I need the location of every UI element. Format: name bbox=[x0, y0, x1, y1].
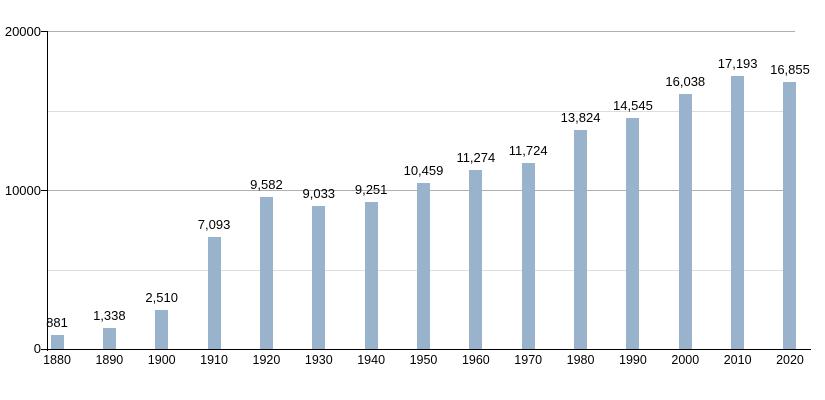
bar bbox=[416, 183, 430, 350]
bar-value-label: 11,724 bbox=[508, 143, 548, 159]
bar bbox=[521, 163, 535, 350]
bar bbox=[731, 76, 745, 350]
bar-value-label: 7,093 bbox=[197, 216, 231, 232]
bar-value-label: 881 bbox=[46, 315, 68, 331]
x-axis-tick-label: 2020 bbox=[776, 353, 804, 367]
bar bbox=[678, 94, 692, 350]
bar bbox=[50, 335, 64, 350]
bar-value-label: 13,824 bbox=[560, 109, 601, 125]
y-axis-tick-label: 20000 bbox=[4, 23, 41, 39]
x-axis-tick-label: 1980 bbox=[566, 353, 595, 367]
y-axis-tick bbox=[41, 348, 47, 351]
x-axis-tick-label: 1960 bbox=[461, 353, 490, 367]
x-axis-tick-label: 2010 bbox=[723, 353, 752, 367]
bar-value-label: 1,338 bbox=[93, 308, 126, 324]
bar-value-label: 2,510 bbox=[145, 289, 178, 305]
x-axis-tick-label: 1940 bbox=[357, 353, 386, 367]
bar-value-label: 14,545 bbox=[613, 98, 653, 114]
bar bbox=[259, 197, 273, 350]
bar bbox=[312, 205, 326, 350]
x-axis-tick-label: 1970 bbox=[514, 353, 543, 367]
bar-value-label: 17,193 bbox=[717, 56, 758, 72]
bar-value-label: 9,582 bbox=[250, 177, 283, 193]
bar bbox=[155, 309, 169, 350]
x-axis-tick-label: 1910 bbox=[200, 353, 228, 367]
x-axis-tick-label: 1930 bbox=[304, 353, 333, 367]
x-axis-tick-label: 2000 bbox=[671, 353, 700, 367]
bar bbox=[574, 129, 588, 350]
minor-gridline bbox=[48, 110, 795, 112]
x-axis-line bbox=[42, 348, 811, 351]
y-axis-tick bbox=[41, 30, 47, 33]
bar bbox=[207, 236, 221, 350]
major-gridline bbox=[48, 31, 795, 32]
y-axis-tick bbox=[41, 189, 47, 192]
bar bbox=[102, 328, 116, 350]
bar bbox=[364, 202, 378, 350]
bar bbox=[783, 81, 797, 350]
bar bbox=[469, 170, 483, 350]
y-axis-tick-label: 0 bbox=[33, 341, 41, 356]
bar-value-label: 16,038 bbox=[665, 74, 706, 90]
bar-value-label: 10,459 bbox=[403, 163, 444, 179]
y-axis-line bbox=[46, 31, 48, 351]
bar bbox=[626, 118, 640, 350]
x-axis-tick-label: 1880 bbox=[43, 353, 71, 367]
bar-value-label: 11,274 bbox=[456, 150, 496, 166]
bar-value-label: 9,251 bbox=[354, 182, 388, 198]
y-axis-tick-label: 10000 bbox=[4, 182, 41, 198]
x-axis-tick-label: 1890 bbox=[95, 353, 124, 367]
bar-value-label: 9,033 bbox=[302, 185, 336, 201]
x-axis-tick-label: 1920 bbox=[252, 353, 281, 367]
bar-value-label: 16,855 bbox=[770, 61, 810, 77]
x-axis-tick-label: 1950 bbox=[409, 353, 438, 367]
x-axis-tick-label: 1990 bbox=[619, 353, 647, 367]
x-axis-tick-label: 1900 bbox=[147, 353, 176, 367]
